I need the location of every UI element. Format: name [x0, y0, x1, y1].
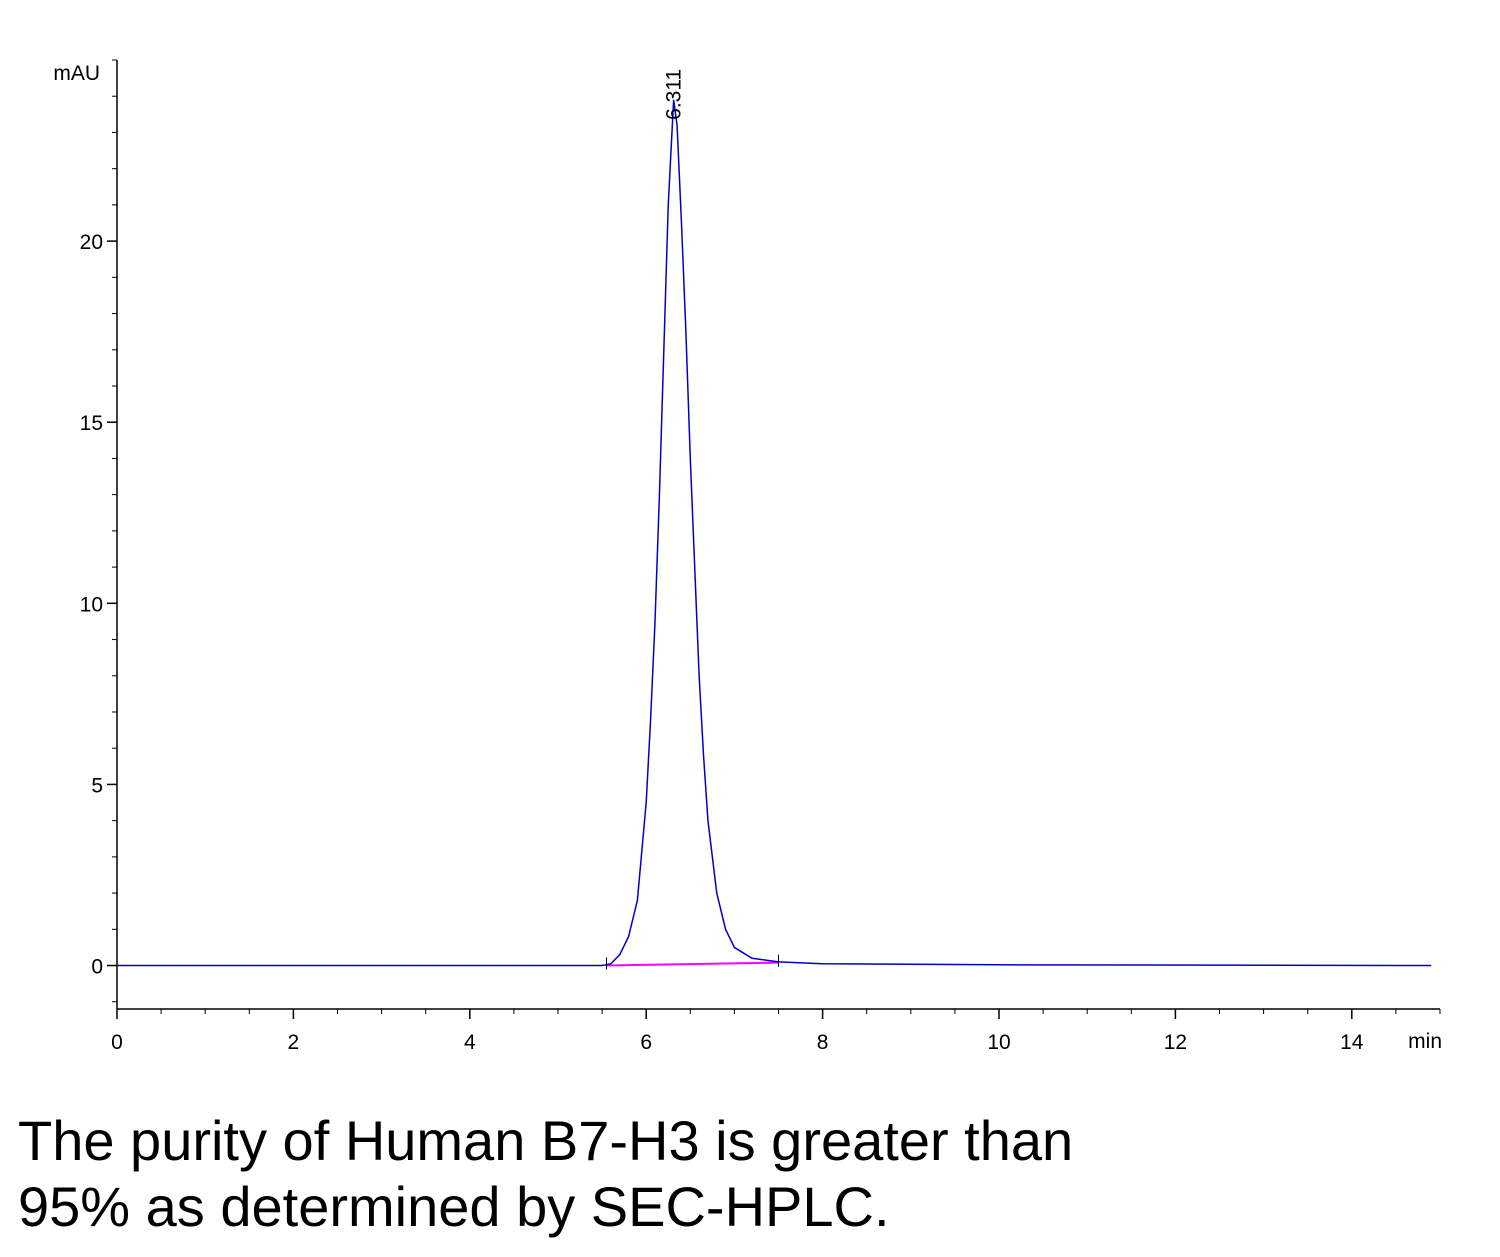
x-tick-label: 0 — [111, 1031, 123, 1054]
caption-line: 95% as determined by SEC-HPLC. — [18, 1175, 890, 1238]
x-tick-label: 12 — [1164, 1031, 1187, 1054]
y-axis-label: mAU — [53, 62, 100, 85]
caption-line: The purity of Human B7-H3 is greater tha… — [18, 1109, 1073, 1172]
x-tick-label: 6 — [640, 1031, 652, 1054]
x-tick-label: 4 — [464, 1031, 476, 1054]
x-axis-label: min — [1408, 1030, 1442, 1053]
x-tick-label: 2 — [288, 1031, 300, 1054]
x-tick-label: 14 — [1340, 1031, 1364, 1054]
y-tick-label: 5 — [91, 774, 103, 797]
y-tick-label: 0 — [91, 956, 103, 979]
y-tick-label: 15 — [80, 412, 103, 435]
y-tick-label: 10 — [80, 593, 103, 616]
baseline — [606, 961, 779, 967]
trace — [117, 99, 1432, 967]
peak-label: 6.311 — [663, 69, 686, 120]
y-tick-label: 20 — [80, 231, 103, 254]
x-tick-label: 8 — [817, 1031, 829, 1054]
x-tick-label: 10 — [987, 1031, 1010, 1054]
